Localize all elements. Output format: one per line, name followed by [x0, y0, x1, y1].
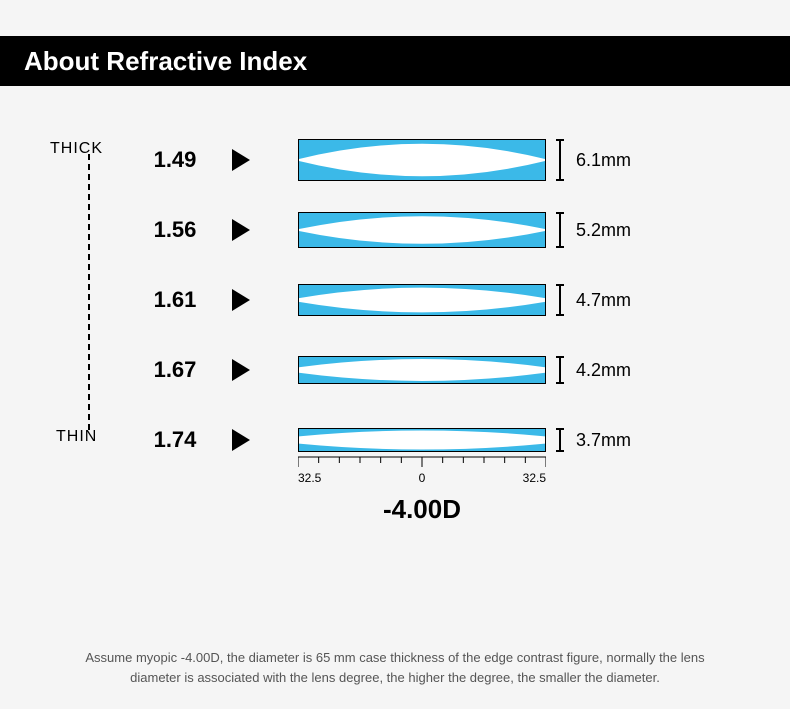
arrow-right-icon	[232, 359, 250, 381]
lens-cross-section	[298, 284, 546, 316]
lens-cross-section	[298, 356, 546, 384]
lens-row: 1.61 4.7mm	[0, 272, 790, 328]
svg-text:32.5: 32.5	[523, 471, 546, 485]
lens-row: 1.67 4.2mm	[0, 342, 790, 398]
thickness-value: 3.7mm	[576, 430, 631, 451]
lens-cross-section	[298, 428, 546, 452]
lens-row: 1.56 5.2mm	[0, 202, 790, 258]
thickness-value: 4.7mm	[576, 290, 631, 311]
refractive-index-value: 1.49	[140, 147, 210, 173]
thickness-bracket	[556, 284, 566, 316]
header-title: About Refractive Index	[24, 46, 307, 77]
lens-row: 1.74 3.7mm	[0, 412, 790, 468]
lens-cross-section	[298, 212, 546, 248]
svg-text:32.5: 32.5	[298, 471, 322, 485]
header-bar: About Refractive Index	[0, 36, 790, 86]
refractive-index-value: 1.61	[140, 287, 210, 313]
thickness-bracket	[556, 139, 566, 181]
thickness-bracket	[556, 212, 566, 248]
svg-text:0: 0	[419, 471, 426, 485]
thickness-value: 4.2mm	[576, 360, 631, 381]
lens-row: 1.49 6.1mm	[0, 132, 790, 188]
thickness-value: 5.2mm	[576, 220, 631, 241]
arrow-right-icon	[232, 219, 250, 241]
arrow-right-icon	[232, 289, 250, 311]
refractive-index-value: 1.74	[140, 427, 210, 453]
refractive-index-value: 1.56	[140, 217, 210, 243]
thickness-value: 6.1mm	[576, 150, 631, 171]
thickness-bracket	[556, 356, 566, 384]
footer-text: Assume myopic -4.00D, the diameter is 65…	[0, 648, 790, 687]
refractive-index-value: 1.67	[140, 357, 210, 383]
thickness-bracket	[556, 428, 566, 452]
arrow-right-icon	[232, 149, 250, 171]
arrow-right-icon	[232, 429, 250, 451]
lens-cross-section	[298, 139, 546, 181]
diopter-label: -4.00D	[298, 494, 546, 525]
chart-area: THICK THIN 32.5032.5 -4.00D 1.49 6.1mm1.…	[0, 106, 790, 566]
